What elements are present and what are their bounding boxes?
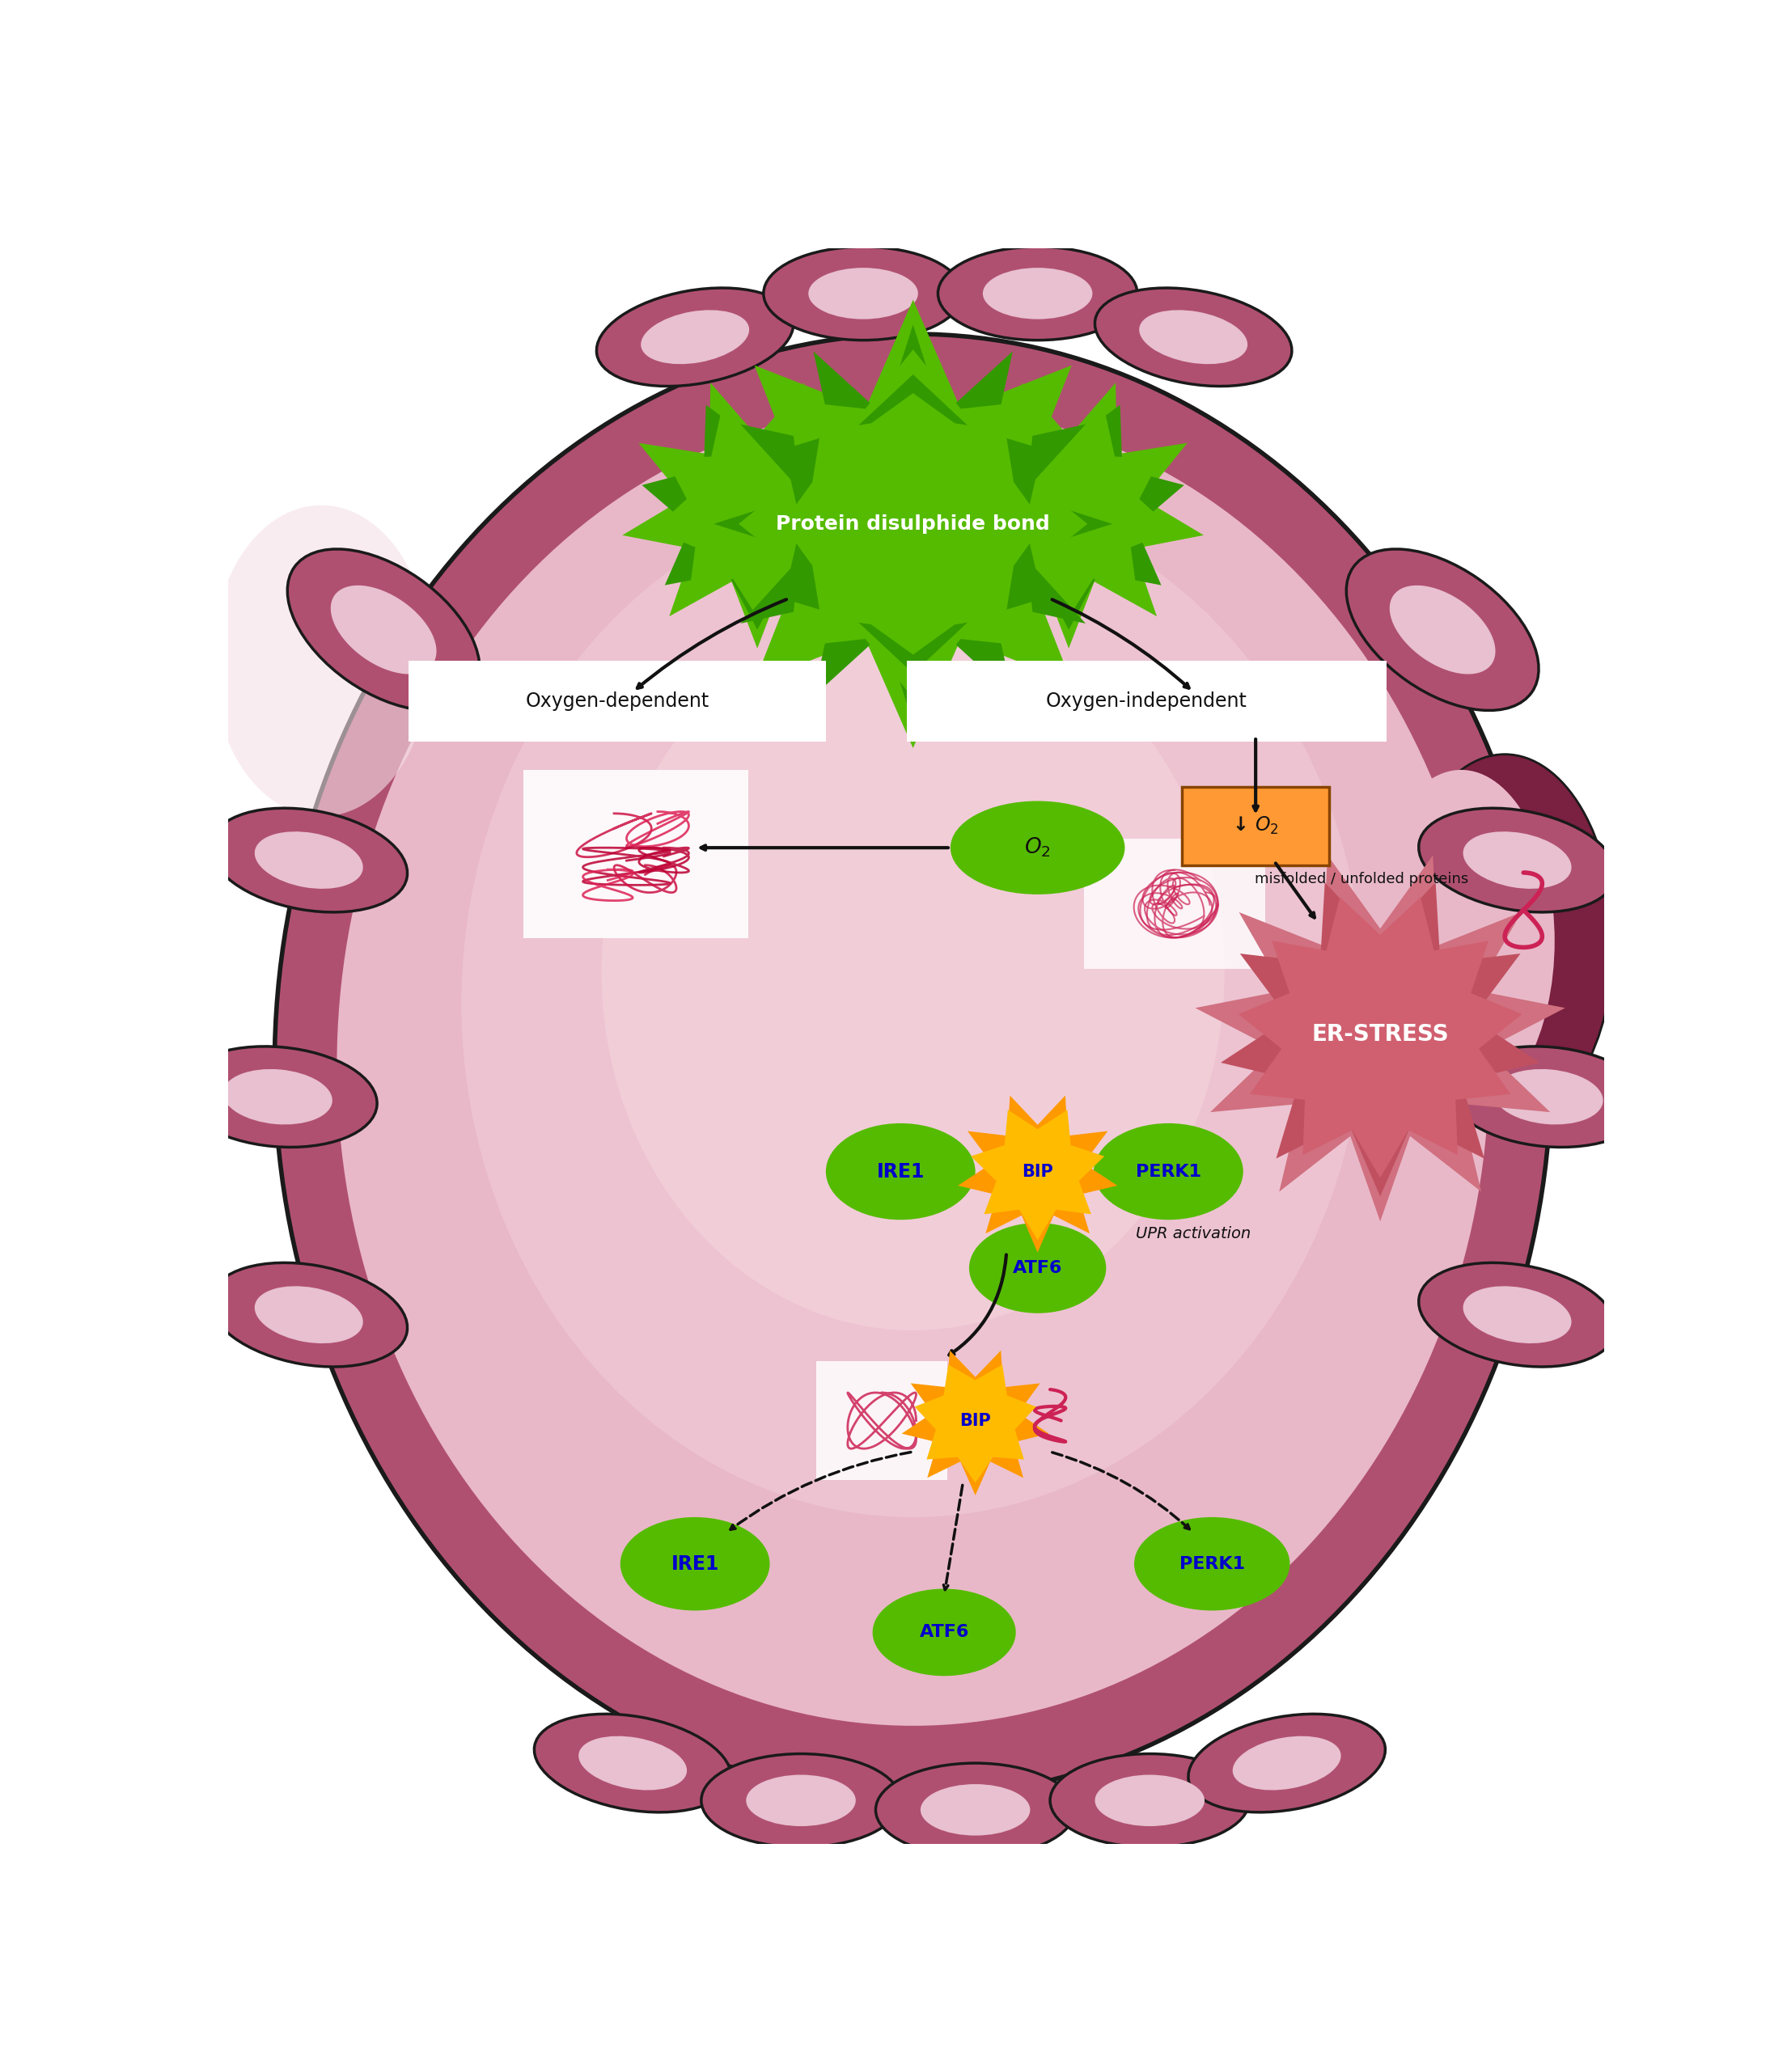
Polygon shape <box>915 1365 1036 1484</box>
FancyBboxPatch shape <box>409 661 826 742</box>
Ellipse shape <box>1464 831 1571 889</box>
Ellipse shape <box>826 1123 976 1220</box>
Ellipse shape <box>461 489 1365 1517</box>
Text: misfolded / unfolded proteins: misfolded / unfolded proteins <box>1254 872 1469 887</box>
Ellipse shape <box>620 1517 770 1610</box>
Ellipse shape <box>597 288 793 385</box>
Ellipse shape <box>275 334 1551 1796</box>
Text: ATF6: ATF6 <box>1013 1260 1063 1276</box>
Ellipse shape <box>211 1262 407 1368</box>
Ellipse shape <box>1233 1736 1340 1790</box>
Ellipse shape <box>920 1784 1029 1836</box>
FancyBboxPatch shape <box>817 1361 947 1479</box>
Ellipse shape <box>701 1753 901 1848</box>
Ellipse shape <box>1135 1517 1290 1610</box>
Polygon shape <box>1196 856 1565 1220</box>
Ellipse shape <box>763 247 963 340</box>
Text: ↓ $O_2$: ↓ $O_2$ <box>1233 814 1279 837</box>
Ellipse shape <box>1346 549 1539 711</box>
Ellipse shape <box>1188 1714 1385 1813</box>
FancyBboxPatch shape <box>524 771 749 939</box>
Polygon shape <box>738 350 1088 698</box>
Text: UPR activation: UPR activation <box>1137 1227 1251 1241</box>
Polygon shape <box>783 394 1044 655</box>
Ellipse shape <box>872 1589 1015 1676</box>
Ellipse shape <box>747 1776 856 1825</box>
Ellipse shape <box>1396 754 1614 1127</box>
Ellipse shape <box>1449 1046 1648 1148</box>
Polygon shape <box>958 1096 1117 1251</box>
Polygon shape <box>902 1351 1049 1496</box>
FancyBboxPatch shape <box>906 661 1387 742</box>
Ellipse shape <box>338 406 1489 1726</box>
Ellipse shape <box>969 1222 1106 1314</box>
Polygon shape <box>783 375 1042 673</box>
Ellipse shape <box>876 1763 1076 1857</box>
Text: BIP: BIP <box>1022 1164 1053 1179</box>
Ellipse shape <box>288 549 479 711</box>
FancyBboxPatch shape <box>1085 839 1265 970</box>
Ellipse shape <box>951 802 1124 895</box>
Text: IRE1: IRE1 <box>670 1554 718 1573</box>
Polygon shape <box>642 404 872 630</box>
Ellipse shape <box>808 267 919 319</box>
Ellipse shape <box>211 808 407 912</box>
Text: Oxygen-dependent: Oxygen-dependent <box>525 692 709 711</box>
Ellipse shape <box>1419 808 1615 912</box>
Ellipse shape <box>534 1714 731 1813</box>
Ellipse shape <box>331 586 436 673</box>
Text: Protein disulphide bond: Protein disulphide bond <box>776 514 1051 535</box>
Polygon shape <box>965 412 1172 617</box>
Ellipse shape <box>179 1046 377 1148</box>
Ellipse shape <box>938 247 1137 340</box>
Text: PERK1: PERK1 <box>1137 1164 1201 1179</box>
Ellipse shape <box>1051 1753 1249 1848</box>
Ellipse shape <box>1390 586 1496 673</box>
Polygon shape <box>652 412 861 617</box>
Ellipse shape <box>1095 1776 1204 1825</box>
Ellipse shape <box>254 1287 363 1343</box>
Polygon shape <box>688 300 1137 748</box>
Ellipse shape <box>1464 1287 1571 1343</box>
Ellipse shape <box>642 311 749 365</box>
Ellipse shape <box>1094 1123 1244 1220</box>
Text: IRE1: IRE1 <box>877 1162 924 1181</box>
Ellipse shape <box>1367 771 1555 1113</box>
Polygon shape <box>970 1111 1104 1239</box>
Text: Oxygen-independent: Oxygen-independent <box>1045 692 1247 711</box>
Polygon shape <box>1238 897 1523 1177</box>
Ellipse shape <box>213 506 431 816</box>
Ellipse shape <box>983 267 1092 319</box>
Ellipse shape <box>223 1069 332 1125</box>
Ellipse shape <box>1138 311 1247 365</box>
Ellipse shape <box>1095 288 1292 385</box>
Polygon shape <box>954 404 1185 630</box>
Polygon shape <box>935 383 1204 649</box>
Polygon shape <box>713 325 1112 723</box>
Ellipse shape <box>579 1736 686 1790</box>
Polygon shape <box>622 383 892 649</box>
Text: BIP: BIP <box>960 1413 992 1430</box>
Ellipse shape <box>602 613 1224 1330</box>
Ellipse shape <box>1494 1069 1603 1125</box>
Ellipse shape <box>254 831 363 889</box>
FancyBboxPatch shape <box>1183 787 1330 866</box>
Text: ATF6: ATF6 <box>919 1624 969 1641</box>
Polygon shape <box>1221 883 1540 1196</box>
Text: $O_2$: $O_2$ <box>1024 837 1051 860</box>
Text: ER-STRESS: ER-STRESS <box>1312 1024 1449 1046</box>
Text: PERK1: PERK1 <box>1179 1556 1246 1573</box>
Ellipse shape <box>1419 1262 1615 1368</box>
